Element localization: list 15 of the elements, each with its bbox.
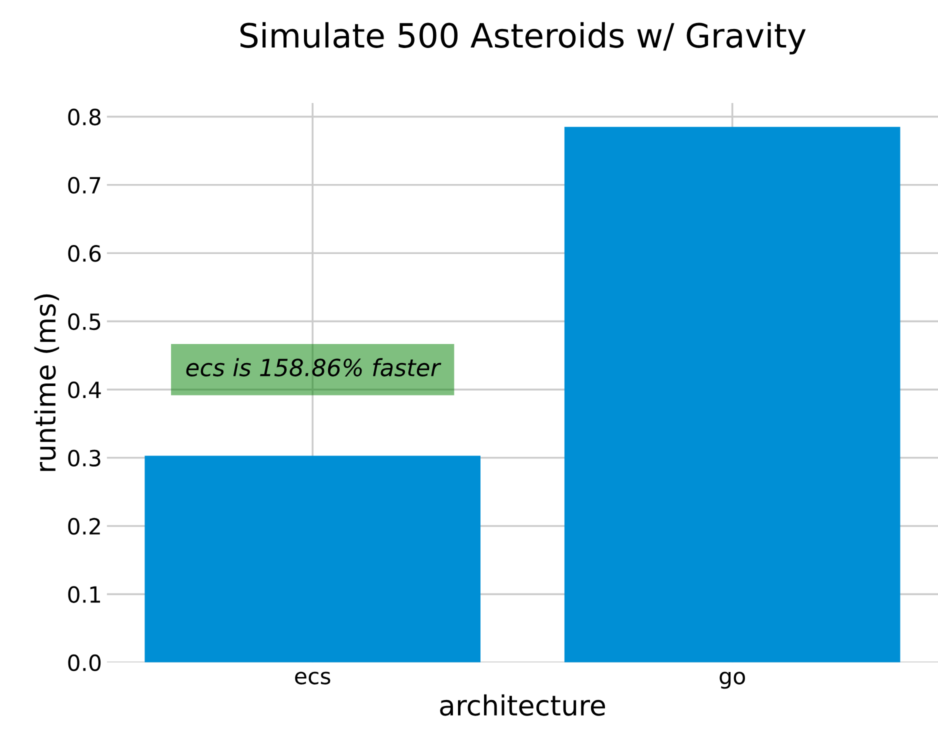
chart-title: Simulate 500 Asteroids w/ Gravity <box>240 22 806 54</box>
y-axis-title: runtime (ms) <box>34 294 60 471</box>
y-tick-label: 0.4 <box>68 381 101 398</box>
y-tick-label: 0.6 <box>68 245 101 262</box>
y-tick-label: 0.0 <box>68 654 101 672</box>
x-tick-label: go <box>720 672 745 689</box>
y-tick-label: 0.1 <box>68 586 100 603</box>
annotation: ecs is 158.86% faster <box>186 358 442 376</box>
x-axis-title: architecture <box>440 694 606 716</box>
y-tick-label: 0.2 <box>68 518 100 535</box>
y-tick-label: 0.3 <box>68 450 100 467</box>
y-tick-label: 0.5 <box>68 313 100 330</box>
y-tick-label: 0.8 <box>68 108 101 126</box>
y-tick-label: 0.7 <box>68 176 100 194</box>
x-tick-label: ecs <box>295 672 330 684</box>
